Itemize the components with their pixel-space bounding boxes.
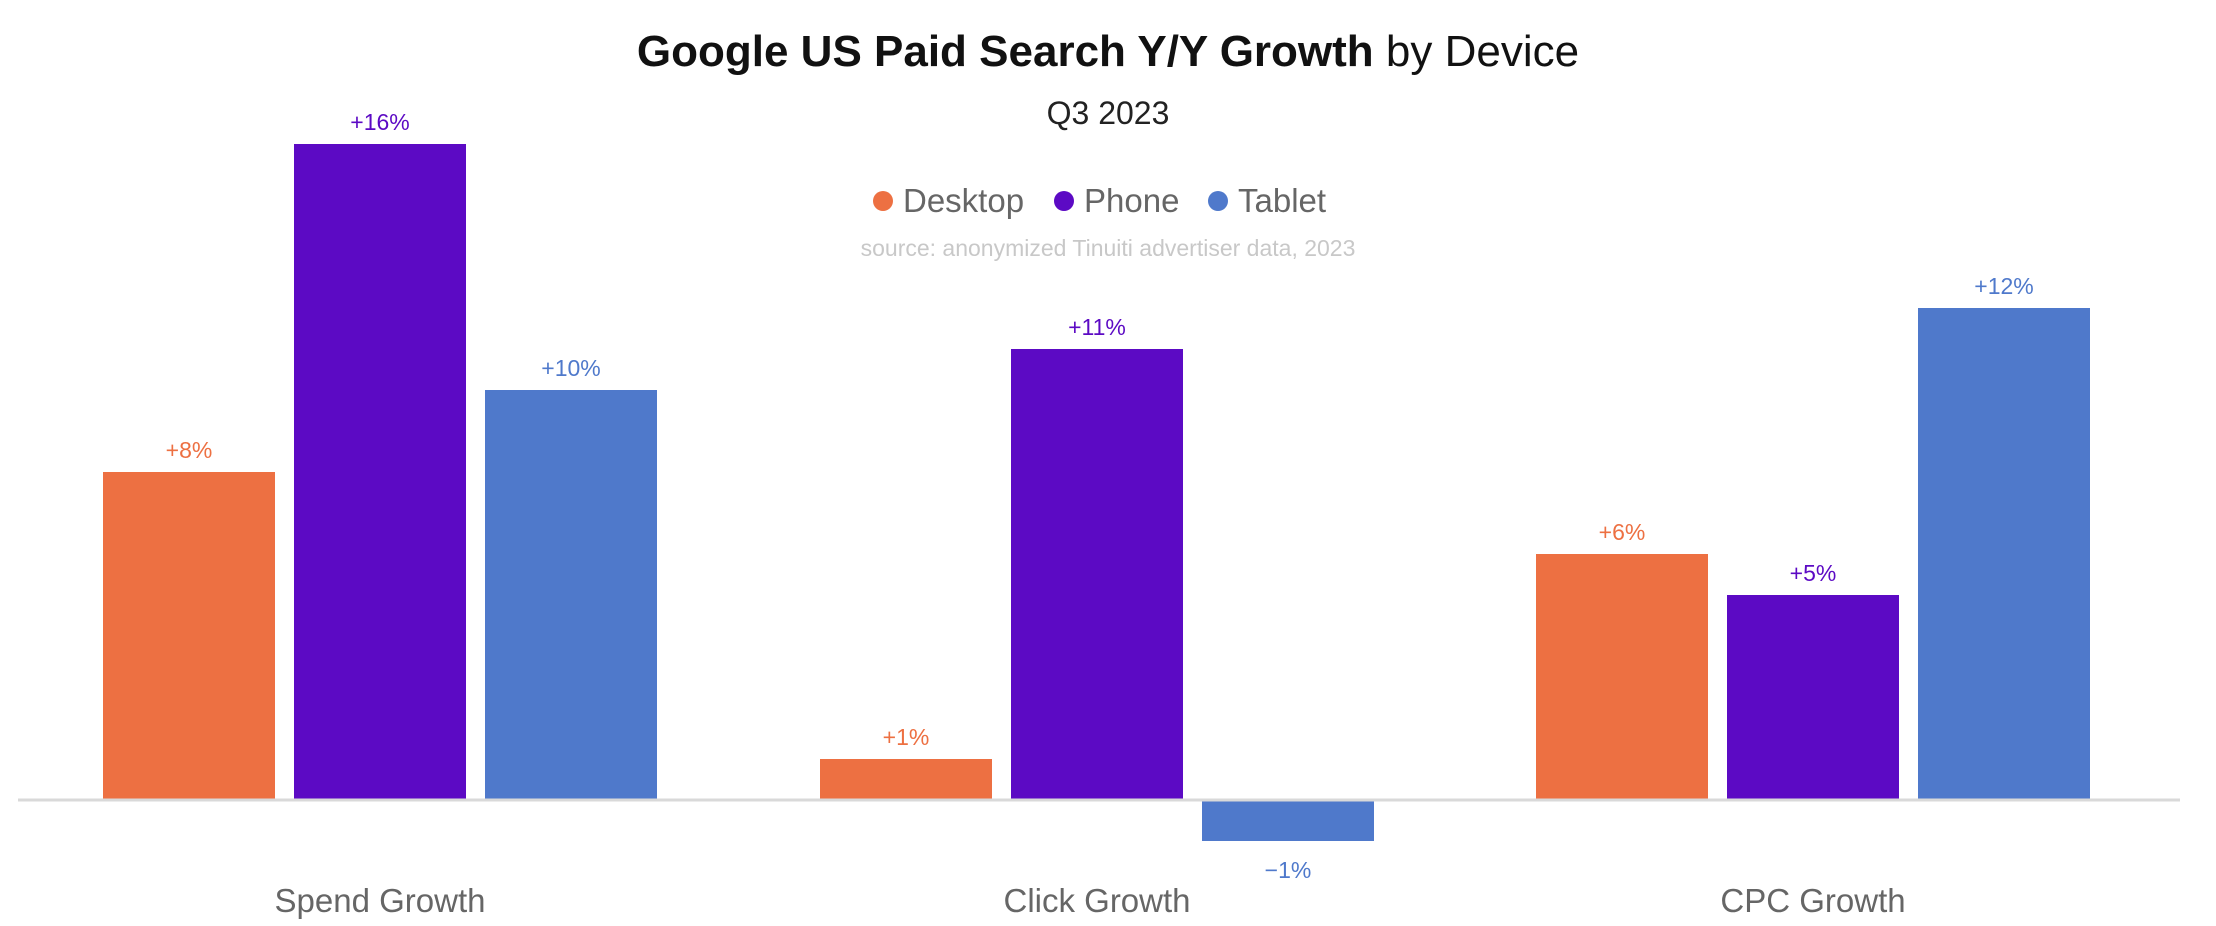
- value-labels: +8% +16% +10% +1% +11% −1% +6% +5% +12%: [166, 109, 2034, 883]
- bars: [103, 144, 2090, 841]
- chart-title: Google US Paid Search Y/Y Growth by Devi…: [637, 27, 1579, 76]
- value-label-desktop-1: +8%: [166, 437, 213, 463]
- legend-label-tablet: Tablet: [1238, 182, 1326, 219]
- value-label-desktop-3: +6%: [1599, 519, 1646, 545]
- source-note: source: anonymized Tinuiti advertiser da…: [861, 235, 1356, 261]
- value-label-tablet-1: +10%: [541, 355, 600, 381]
- value-label-phone-3: +5%: [1790, 560, 1837, 586]
- value-label-tablet-3: +12%: [1974, 273, 2033, 299]
- bar-phone-1: [294, 144, 466, 800]
- bar-desktop-2: [820, 759, 992, 800]
- value-label-desktop-2: +1%: [883, 724, 930, 750]
- bar-tablet-3: [1918, 308, 2090, 800]
- value-label-phone-2: +11%: [1068, 314, 1126, 340]
- category-label-2: Click Growth: [1003, 882, 1190, 919]
- category-labels: Spend Growth Click Growth CPC Growth: [275, 882, 1906, 919]
- bar-phone-3: [1727, 595, 1899, 800]
- bar-phone-2: [1011, 349, 1183, 800]
- legend-label-phone: Phone: [1084, 182, 1179, 219]
- legend-label-desktop: Desktop: [903, 182, 1024, 219]
- value-label-phone-1: +16%: [350, 109, 409, 135]
- value-label-tablet-2: −1%: [1265, 857, 1312, 883]
- bar-desktop-1: [103, 472, 275, 800]
- chart-subtitle: Q3 2023: [1047, 95, 1170, 131]
- legend-marker-desktop: [873, 191, 893, 211]
- bar-tablet-2: [1202, 800, 1374, 841]
- bar-desktop-3: [1536, 554, 1708, 800]
- category-label-1: Spend Growth: [275, 882, 486, 919]
- bar-tablet-1: [485, 390, 657, 800]
- legend-marker-phone: [1054, 191, 1074, 211]
- chart-title-rest: by Device: [1374, 27, 1579, 76]
- legend: Desktop Phone Tablet: [873, 182, 1326, 219]
- category-label-3: CPC Growth: [1720, 882, 1905, 919]
- chart-title-bold: Google US Paid Search Y/Y Growth: [637, 27, 1374, 76]
- legend-marker-tablet: [1208, 191, 1228, 211]
